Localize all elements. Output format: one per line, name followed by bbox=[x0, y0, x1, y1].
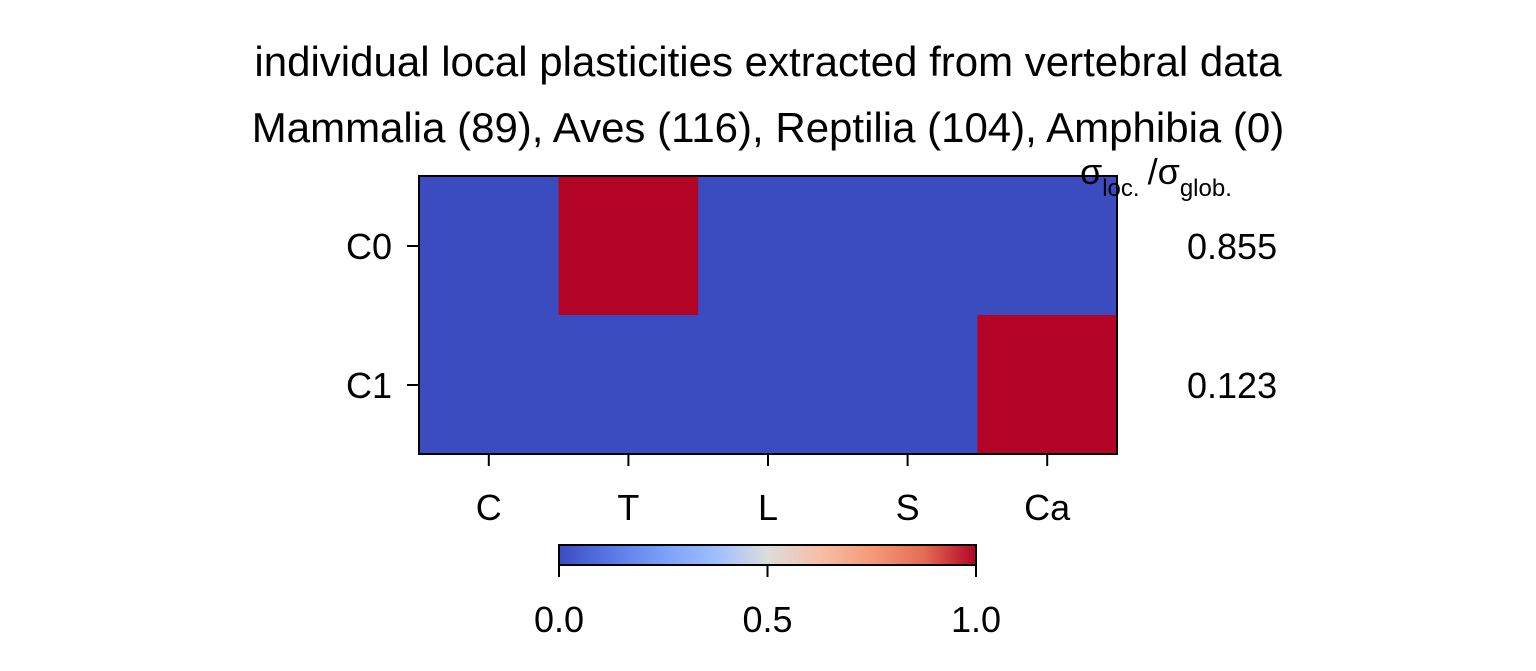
svg-text:σloc./σglob.: σloc./σglob. bbox=[1080, 151, 1232, 202]
column-label-l: L bbox=[758, 487, 778, 528]
column-label-s: S bbox=[896, 487, 920, 528]
side-label-sigma-loc: σ bbox=[1080, 151, 1102, 192]
row-label-c1: C1 bbox=[346, 365, 392, 406]
heatmap-cell-c0-t bbox=[558, 176, 699, 316]
chart-subtitle: Mammalia (89), Aves (116), Reptilia (104… bbox=[252, 104, 1285, 151]
side-label: σloc./σglob. bbox=[1080, 151, 1232, 202]
column-label-t: T bbox=[617, 487, 639, 528]
colorbar-ticks: 0.0 0.5 1.0 bbox=[534, 565, 1001, 640]
side-label-sigma-glob: σ bbox=[1158, 151, 1180, 192]
side-value-c1: 0.123 bbox=[1187, 365, 1277, 406]
colorbar-label-1-0: 1.0 bbox=[951, 599, 1001, 640]
heatmap-cell-c1-ca bbox=[977, 315, 1118, 455]
heatmap-cell-c0-ca bbox=[977, 176, 1118, 316]
heatmap-cell-c1-l bbox=[698, 315, 839, 455]
colorbar-gradient bbox=[558, 544, 977, 566]
colorbar-label-0-5: 0.5 bbox=[742, 599, 792, 640]
heatmap-cell-c0-l bbox=[698, 176, 839, 316]
colorbar-label-0-0: 0.0 bbox=[534, 599, 584, 640]
heatmap-cell-c1-c bbox=[419, 315, 560, 455]
column-label-ca: Ca bbox=[1024, 487, 1071, 528]
heatmap-cell-c1-s bbox=[837, 315, 978, 455]
heatmap-cell-c0-s bbox=[837, 176, 978, 316]
row-label-c0: C0 bbox=[346, 226, 392, 267]
column-ticks: C T L S Ca bbox=[476, 454, 1071, 528]
heatmap-cell-c1-t bbox=[558, 315, 699, 455]
heatmap-cell-c0-c bbox=[419, 176, 560, 316]
row-ticks: C0 C1 bbox=[346, 226, 419, 406]
colorbar: 0.0 0.5 1.0 bbox=[534, 544, 1001, 640]
chart-title: individual local plasticities extracted … bbox=[254, 38, 1282, 85]
side-label-glob-sub: glob. bbox=[1180, 175, 1232, 202]
side-label-loc-sub: loc. bbox=[1102, 175, 1139, 202]
side-label-slash: / bbox=[1148, 151, 1158, 192]
heatmap-cells bbox=[419, 176, 1118, 455]
side-value-c0: 0.855 bbox=[1187, 226, 1277, 267]
column-label-c: C bbox=[476, 487, 502, 528]
